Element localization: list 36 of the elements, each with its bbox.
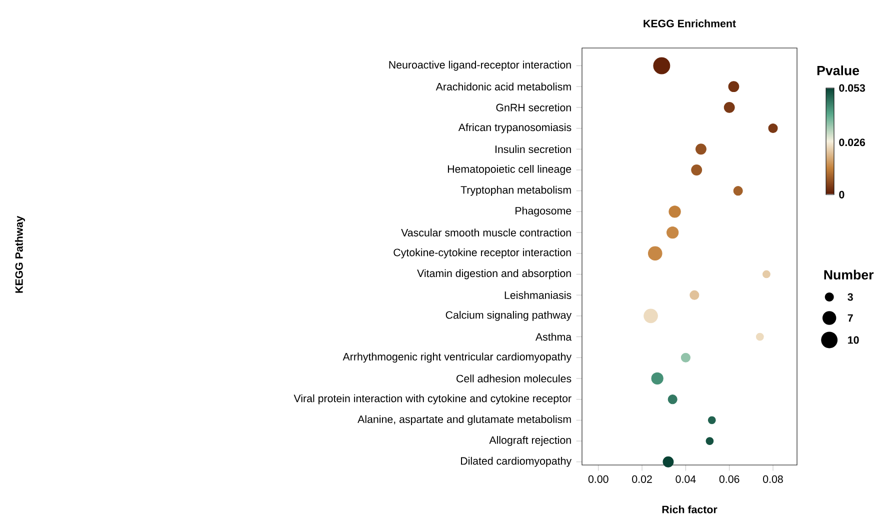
y-tick-label: Vitamin digestion and absorption (417, 269, 571, 280)
y-tick-label: Viral protein interaction with cytokine and cytokine receptor (294, 394, 572, 404)
x-axis-title: Rich factor (662, 506, 718, 514)
legend-label: 10 (848, 336, 859, 344)
color-bar-label: 0 (839, 191, 844, 199)
y-tick-label: Asthma (535, 332, 572, 341)
y-tick-label: Dilated cardiomyopathy (461, 457, 572, 467)
y-tick-label: Arrhythmogenic right ventricular cardiomyopathy (342, 352, 572, 363)
legend-label: 7 (848, 314, 853, 322)
y-tick-label: Cell adhesion molecules (456, 374, 572, 383)
y-tick-label: Arachidonic acid metabolism (436, 82, 571, 91)
color-bar-label: 0.053 (839, 84, 866, 92)
y-tick-label: GnRH secretion (496, 104, 571, 112)
color-bar-label: 0.026 (839, 138, 866, 146)
chart-title: KEGG Enrichment (644, 20, 736, 28)
color-bar-title: Pvalue (817, 66, 860, 76)
y-tick-label: Cytokine-cytokine receptor interaction (394, 248, 571, 258)
y-tick-label: Hematopoietic cell lineage (448, 165, 572, 176)
y-tick-label: Neuroactive ligand-receptor interaction (389, 60, 571, 71)
x-tick-label: 0.08 (763, 476, 783, 484)
y-tick-label: Alanine, aspartate and glutamate metabolism (358, 415, 571, 426)
x-tick-label: 0.02 (632, 476, 652, 484)
y-tick-label: Leishmaniasis (504, 291, 572, 300)
text: KEGG Pathway (15, 216, 25, 293)
y-tick-label: Calcium signaling pathway (446, 311, 572, 322)
legend-title: Number (824, 270, 874, 280)
y-tick-label: Tryptophan metabolism (460, 186, 571, 196)
x-tick-label: 0.06 (719, 476, 740, 484)
y-tick-label: Phagosome (516, 206, 572, 217)
x-tick-label: 0.00 (588, 476, 608, 484)
y-tick-label: Insulin secretion (496, 145, 571, 154)
y-tick-label: Allograft rejection (489, 436, 571, 446)
y-tick-label: Vascular smooth muscle contraction (401, 228, 571, 237)
x-tick-label: 0.04 (676, 476, 696, 484)
y-tick-label: African trypanosomiasis (458, 123, 572, 134)
legend-label: 3 (848, 293, 853, 301)
